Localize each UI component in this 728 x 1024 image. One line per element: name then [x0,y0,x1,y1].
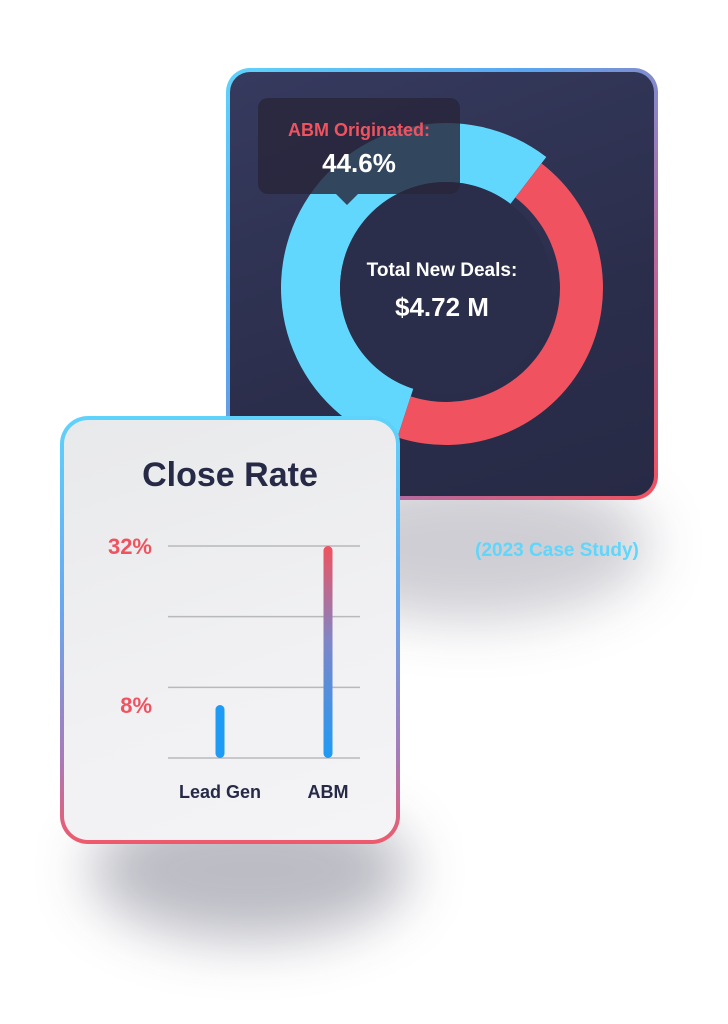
category-label: ABM [308,782,349,802]
tooltip-value: 44.6% [322,148,396,178]
close-rate-bar-chart: 32% 8% Lead Gen ABM [108,534,360,802]
donut-tooltip: ABM Originated: 44.6% [258,98,460,205]
donut-hole [340,182,552,394]
case-study-caption: (2023 Case Study) [475,540,639,561]
y-tick-label: 32% [108,534,152,559]
y-tick-label: 8% [120,693,152,718]
tooltip-label: ABM Originated: [288,120,430,140]
donut-center-value: $4.72 M [395,292,489,322]
category-label: Lead Gen [179,782,261,802]
donut-slice-abm-originated [397,163,604,446]
close-rate-card-body: Close Rate 32% 8% Lead Gen ABM [64,420,396,840]
close-rate-card: Close Rate 32% 8% Lead Gen ABM [60,416,400,844]
close-rate-title: Close Rate [142,456,318,494]
bar-lead-gen [215,705,225,758]
donut-center-label: Total New Deals: [366,260,518,281]
bar-abm [323,546,333,758]
